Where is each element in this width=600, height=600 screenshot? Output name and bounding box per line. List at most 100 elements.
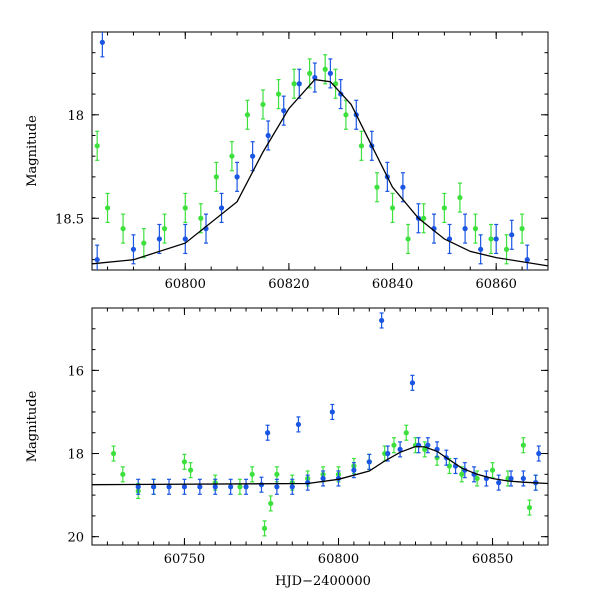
data-point <box>265 430 271 436</box>
data-point <box>391 442 397 448</box>
data-point <box>379 317 385 324</box>
data-point <box>274 484 280 490</box>
data-point <box>120 471 126 477</box>
y-tick-label: 18.5 <box>55 212 84 227</box>
data-point <box>94 257 100 263</box>
data-point <box>520 475 526 482</box>
data-point <box>536 450 542 457</box>
data-point <box>422 446 428 452</box>
data-point <box>104 205 111 211</box>
data-point <box>421 215 427 221</box>
data-point <box>260 101 266 108</box>
data-point <box>496 480 502 486</box>
data-point <box>343 112 349 118</box>
plot-frame <box>91 31 549 271</box>
x-tick-label: 60860 <box>476 277 517 292</box>
data-point <box>295 421 302 428</box>
data-point <box>425 442 431 448</box>
data-point <box>187 467 194 473</box>
data-point <box>389 205 396 211</box>
data-point <box>258 482 265 488</box>
data-point <box>135 484 141 490</box>
model-curve <box>92 78 548 267</box>
data-point <box>166 484 172 490</box>
data-point <box>181 459 188 465</box>
x-tick-label: 60750 <box>164 552 205 567</box>
y-axis-label: Magnitude <box>25 115 40 187</box>
data-point <box>478 246 484 252</box>
data-point <box>120 226 126 232</box>
data-point <box>182 236 188 242</box>
y-tick-label: 20 <box>67 531 84 546</box>
data-point <box>474 475 480 482</box>
data-point <box>268 500 274 507</box>
data-point <box>462 226 468 232</box>
data-point <box>508 475 514 482</box>
y-tick-label: 18 <box>67 109 84 124</box>
data-point <box>366 459 372 465</box>
x-tick-label: 60850 <box>472 552 513 567</box>
data-point <box>327 70 333 76</box>
y-axis-label: Magnitude <box>25 390 40 462</box>
data-point <box>213 174 219 180</box>
data-point <box>322 66 328 72</box>
data-point <box>261 525 268 531</box>
data-point <box>182 205 188 211</box>
data-point <box>524 257 530 263</box>
data-point <box>243 484 249 490</box>
data-point <box>218 205 225 211</box>
data-point <box>151 484 157 490</box>
data-point <box>265 132 271 139</box>
data-point <box>291 81 297 87</box>
data-point <box>403 430 409 436</box>
data-point <box>358 143 365 149</box>
data-point <box>397 446 403 452</box>
data-point <box>296 81 302 87</box>
y-tick-label: 18 <box>67 448 84 463</box>
data-point <box>156 236 162 242</box>
data-point <box>459 471 465 477</box>
data-point <box>275 91 282 97</box>
bottom-panel: 60750 60800 60850 16 18 20 Magnitude <box>25 307 549 567</box>
data-point <box>320 475 326 482</box>
data-point <box>237 484 243 490</box>
data-point <box>141 240 147 246</box>
data-point <box>493 236 499 242</box>
data-point <box>400 184 406 190</box>
data-point <box>488 236 494 242</box>
data-point <box>441 205 447 211</box>
data-point <box>181 484 188 490</box>
x-tick-label: 60820 <box>268 277 309 292</box>
data-point <box>519 226 525 232</box>
data-point <box>472 226 479 232</box>
data-point <box>503 246 510 252</box>
data-point <box>198 215 204 221</box>
x-tick-label: 60800 <box>165 277 206 292</box>
data-point <box>250 153 256 159</box>
data-point <box>526 504 533 511</box>
data-point <box>110 450 117 457</box>
x-axis-label: HJD−2400000 <box>275 574 371 589</box>
data-point <box>489 467 496 473</box>
data-point <box>457 194 463 201</box>
model-curve <box>92 445 548 486</box>
plot-area <box>92 312 548 537</box>
top-panel: 60800 60820 60840 60860 18 18.5 Magnitude <box>25 31 549 292</box>
data-point <box>161 226 168 232</box>
data-point <box>307 70 313 76</box>
data-point <box>289 484 295 490</box>
data-point <box>446 463 453 469</box>
data-point <box>374 184 380 190</box>
data-point <box>329 409 335 415</box>
y-tick-label: 16 <box>67 364 84 379</box>
data-point <box>228 484 234 490</box>
data-point <box>130 246 137 252</box>
data-point <box>409 380 416 386</box>
data-point <box>351 467 357 473</box>
data-point <box>520 442 526 448</box>
plot-area <box>92 32 548 270</box>
data-point <box>197 484 203 490</box>
data-point <box>274 471 280 477</box>
data-point <box>229 153 235 159</box>
